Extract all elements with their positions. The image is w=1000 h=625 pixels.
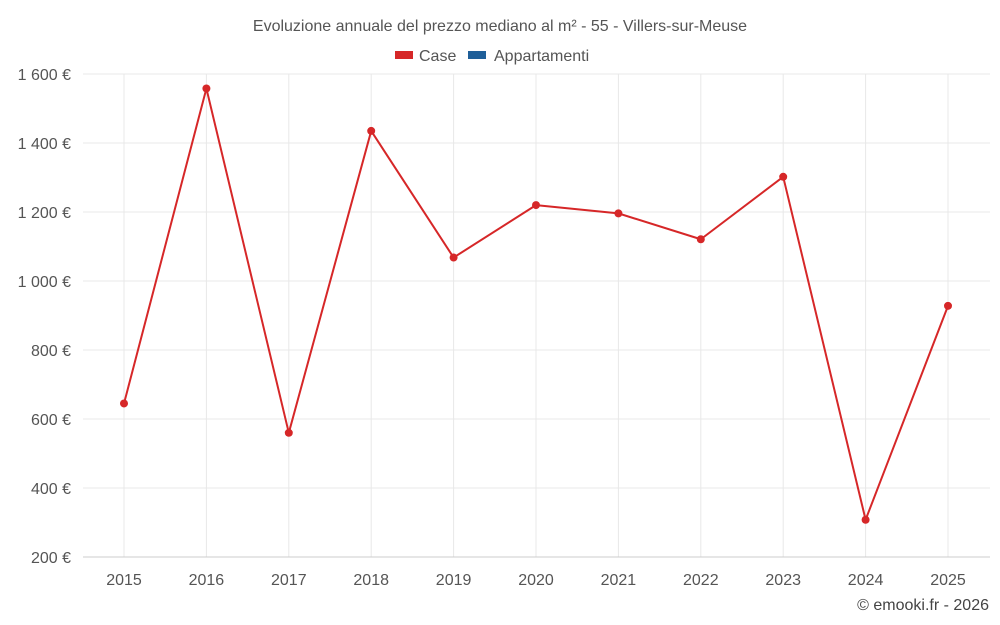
legend-swatch-appartamenti bbox=[468, 51, 486, 59]
data-point-2018[interactable] bbox=[367, 126, 376, 135]
y-tick-label: 400 € bbox=[31, 481, 71, 498]
y-tick-label: 600 € bbox=[31, 412, 71, 429]
data-point-2025[interactable] bbox=[944, 301, 952, 310]
data-point-2016[interactable] bbox=[202, 84, 211, 93]
x-tick-label: 2025 bbox=[930, 572, 966, 589]
y-axis-labels: 200 € 400 € 600 € 800 € 1 000 € 1 200 € 1 400 … bbox=[18, 67, 71, 567]
y-tick-label: 1 200 € bbox=[18, 205, 71, 222]
data-point-2023[interactable] bbox=[779, 172, 788, 181]
credit: © emooki.fr - 2026 bbox=[857, 597, 989, 614]
data-point-2020[interactable] bbox=[532, 201, 540, 210]
legend-label-case: Case bbox=[419, 48, 456, 65]
y-tick-label: 800 € bbox=[31, 343, 71, 360]
x-tick-label: 2017 bbox=[271, 572, 307, 589]
data-point-2022[interactable] bbox=[696, 235, 705, 244]
legend-label-appartamenti: Appartamenti bbox=[494, 48, 589, 65]
x-tick-label: 2024 bbox=[848, 572, 884, 589]
y-tick-label: 200 € bbox=[31, 550, 71, 567]
x-tick-label: 2019 bbox=[436, 572, 472, 589]
legend-swatch-case bbox=[395, 51, 413, 59]
data-point-2021[interactable] bbox=[614, 209, 623, 218]
y-tick-label: 1 600 € bbox=[18, 67, 71, 84]
data-point-2019[interactable] bbox=[449, 253, 458, 262]
vertical-gridlines bbox=[123, 74, 949, 557]
x-tick-label: 2016 bbox=[189, 572, 225, 589]
legend-item-appartamenti[interactable]: Appartamenti bbox=[468, 48, 589, 65]
x-tick-label: 2015 bbox=[106, 572, 142, 589]
chart-title: Evoluzione annuale del prezzo mediano al… bbox=[253, 18, 747, 35]
x-tick-label: 2018 bbox=[353, 572, 389, 589]
data-point-2017[interactable] bbox=[284, 428, 293, 437]
y-tick-label: 1 000 € bbox=[18, 274, 71, 291]
series-case bbox=[120, 84, 952, 524]
data-point-2015[interactable] bbox=[120, 399, 128, 408]
x-tick-label: 2021 bbox=[601, 572, 637, 589]
y-tick-label: 1 400 € bbox=[18, 136, 71, 153]
legend-item-case[interactable]: Case bbox=[395, 48, 456, 65]
x-axis-labels: 2015 2016 2017 2018 2019 2020 2021 2022 2023 2024… bbox=[106, 572, 966, 589]
x-tick-label: 2022 bbox=[683, 572, 719, 589]
x-tick-label: 2023 bbox=[765, 572, 801, 589]
legend: Case Appartamenti bbox=[395, 48, 589, 65]
data-point-2024[interactable] bbox=[861, 515, 870, 524]
x-tick-label: 2020 bbox=[518, 572, 554, 589]
